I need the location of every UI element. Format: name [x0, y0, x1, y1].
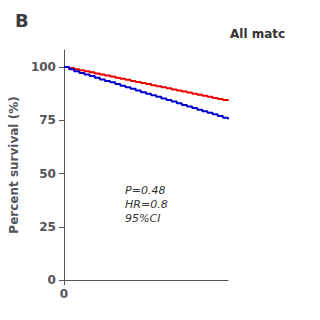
svg-text:P=0.48: P=0.48 — [125, 184, 165, 197]
svg-text:100: 100 — [31, 60, 56, 74]
svg-text:95%CI: 95%CI — [125, 212, 160, 225]
svg-text:HR=0.8: HR=0.8 — [125, 198, 168, 211]
svg-text:0: 0 — [48, 273, 56, 287]
svg-text:Percent survival (%): Percent survival (%) — [7, 96, 21, 233]
svg-text:All matc: All matc — [230, 27, 285, 41]
svg-text:75: 75 — [39, 113, 56, 127]
svg-text:B: B — [15, 10, 29, 31]
svg-text:25: 25 — [39, 220, 56, 234]
svg-text:0: 0 — [60, 287, 68, 301]
svg-text:50: 50 — [39, 167, 56, 181]
